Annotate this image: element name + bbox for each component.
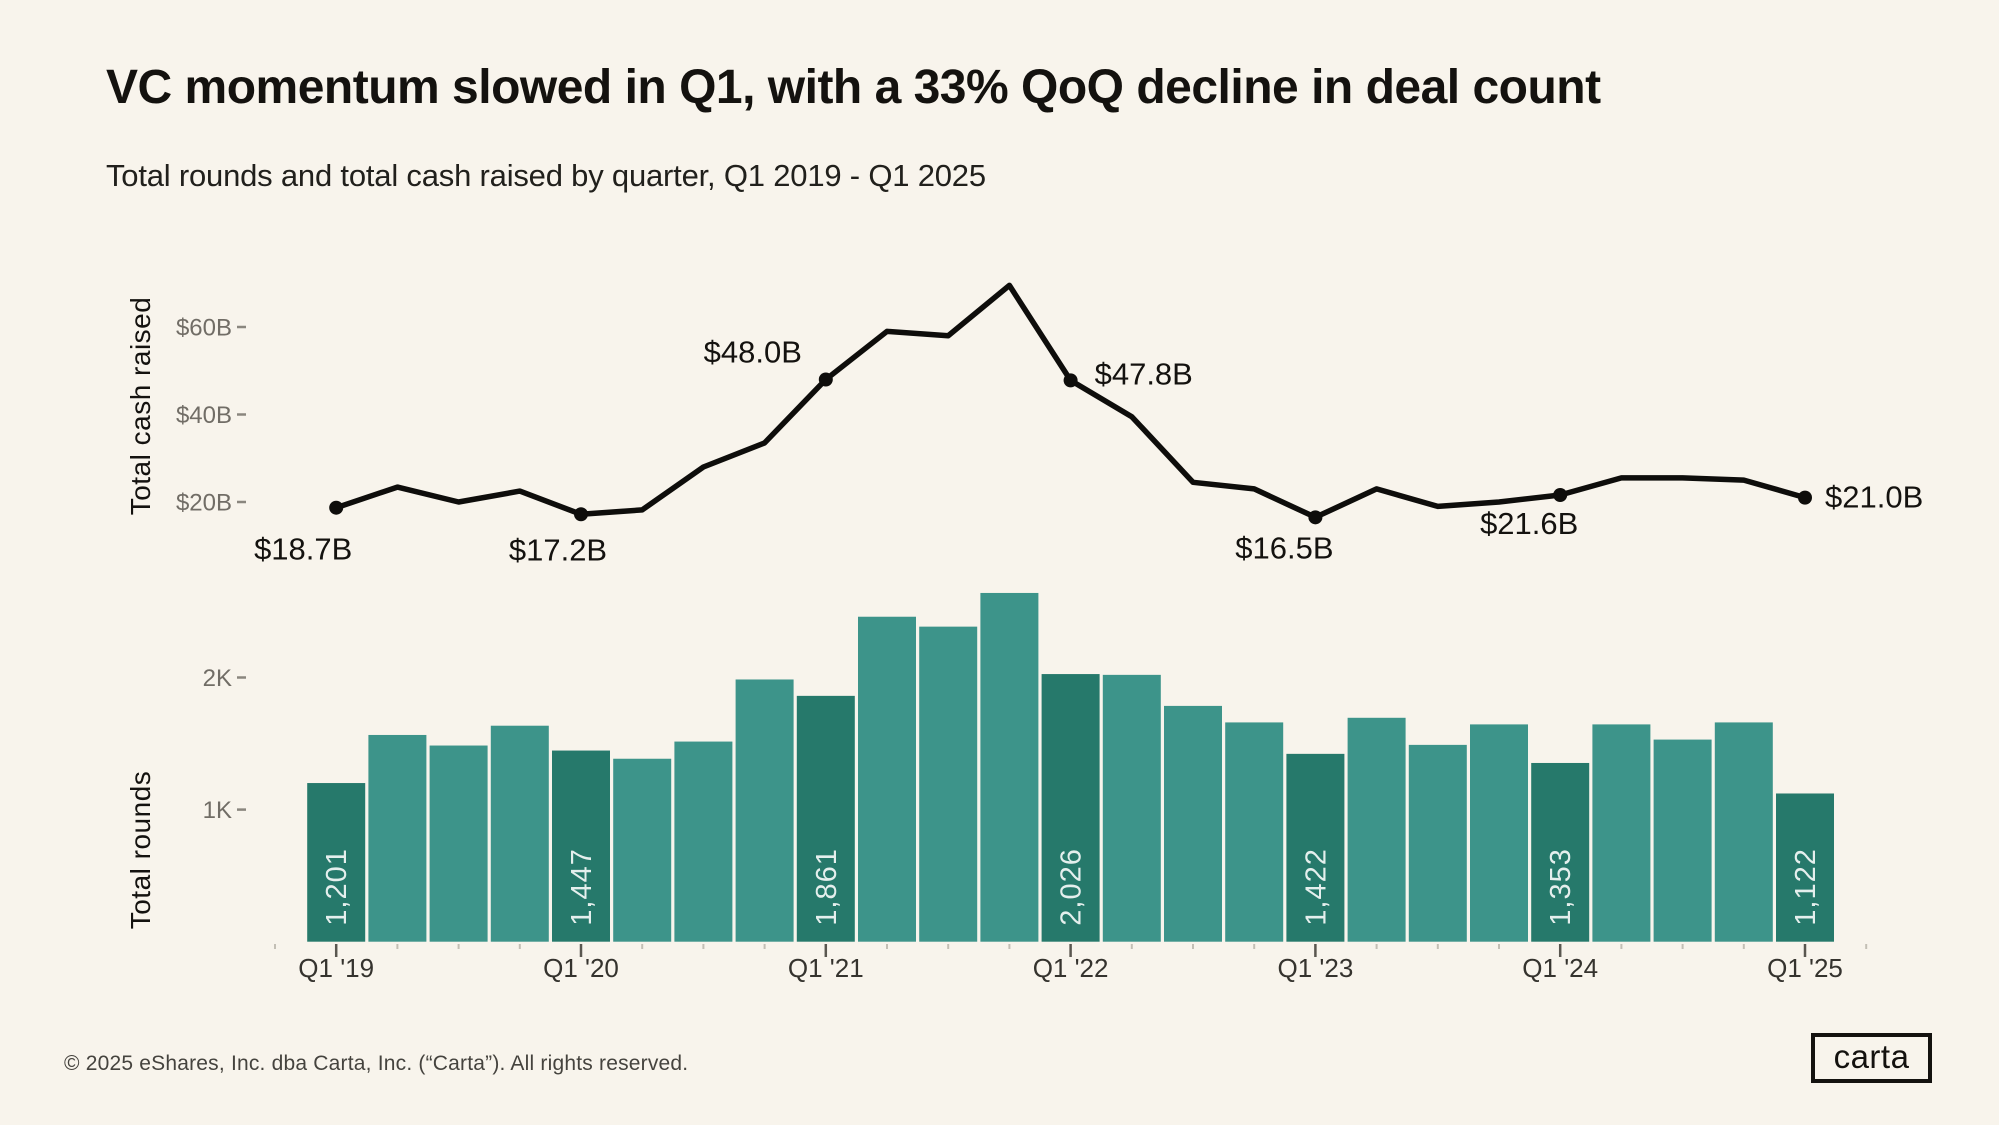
rounds-bar bbox=[674, 741, 733, 942]
carta-logo-text: carta bbox=[1833, 1038, 1910, 1075]
rounds-bar-value-label: 2,026 bbox=[1056, 848, 1088, 926]
rounds-bar bbox=[613, 758, 672, 942]
cash-point-label: $47.8B bbox=[1095, 356, 1193, 391]
cash-point-dot bbox=[1798, 490, 1812, 505]
cash-line bbox=[333, 282, 1808, 521]
rounds-bar bbox=[796, 695, 855, 942]
x-tick-label: Q1 '20 bbox=[543, 953, 619, 983]
rounds-bar bbox=[429, 745, 488, 942]
rounds-bar bbox=[1164, 705, 1222, 942]
rounds-bar bbox=[1408, 744, 1467, 942]
page-title: VC momentum slowed in Q1, with a 33% QoQ… bbox=[106, 61, 1601, 114]
rounds-bar bbox=[980, 592, 1039, 942]
cash-point-label: $18.7B bbox=[254, 532, 352, 567]
cash-point-label: $48.0B bbox=[704, 335, 802, 370]
rounds-bar bbox=[1531, 762, 1590, 942]
cash-point-dot bbox=[818, 372, 833, 387]
rounds-bar bbox=[307, 783, 366, 942]
rounds-bar-value-label: 1,422 bbox=[1300, 848, 1332, 926]
rounds-bar bbox=[368, 734, 427, 942]
rounds-bar bbox=[1714, 722, 1773, 942]
page-subtitle: Total rounds and total cash raised by qu… bbox=[106, 158, 986, 193]
cash-point-dot bbox=[1553, 488, 1568, 502]
cash-axis-title: Total cash raised bbox=[125, 297, 156, 516]
x-tick-label: Q1 '25 bbox=[1767, 953, 1843, 983]
cash-point-label: $21.0B bbox=[1825, 480, 1923, 515]
copyright-text: © 2025 eShares, Inc. dba Carta, Inc. (“C… bbox=[64, 1052, 689, 1075]
x-tick-label: Q1 '21 bbox=[788, 953, 864, 983]
rounds-bar bbox=[1347, 717, 1406, 942]
rounds-bar bbox=[735, 679, 794, 942]
rounds-bar bbox=[1041, 674, 1100, 942]
rounds-bar bbox=[1102, 674, 1161, 942]
cash-ytick-label: $20B bbox=[176, 490, 232, 517]
cash-ytick-label: $40B bbox=[176, 402, 232, 429]
rounds-bar-value-label: 1,122 bbox=[1790, 848, 1822, 926]
rounds-bar-value-label: 1,861 bbox=[811, 848, 843, 926]
x-tick-label: Q1 '22 bbox=[1033, 953, 1109, 983]
rounds-bar bbox=[1225, 722, 1284, 942]
rounds-bar-value-label: 1,353 bbox=[1545, 848, 1577, 926]
rounds-bar bbox=[858, 616, 916, 942]
rounds-bar bbox=[1653, 739, 1712, 942]
carta-logo: carta bbox=[1811, 1033, 1932, 1083]
rounds-bar bbox=[919, 626, 978, 942]
rounds-bar bbox=[552, 750, 610, 942]
rounds-ytick-label: 1K bbox=[203, 797, 232, 824]
rounds-ytick-label: 2K bbox=[203, 665, 232, 692]
rounds-bar bbox=[1470, 724, 1528, 942]
cash-point-dot bbox=[574, 507, 588, 522]
rounds-bar-value-label: 1,201 bbox=[321, 848, 353, 926]
cash-point-label: $17.2B bbox=[509, 532, 607, 567]
rounds-axis-title: Total rounds bbox=[125, 771, 156, 930]
x-tick-label: Q1 '23 bbox=[1278, 953, 1354, 983]
cash-point-label: $16.5B bbox=[1235, 530, 1333, 565]
x-tick-label: Q1 '24 bbox=[1522, 953, 1598, 983]
rounds-bar bbox=[1286, 753, 1345, 942]
rounds-bar-value-label: 1,447 bbox=[566, 848, 598, 926]
cash-ytick-label: $60B bbox=[176, 315, 232, 342]
rounds-bar bbox=[1592, 724, 1651, 942]
cash-point-dot bbox=[329, 500, 344, 515]
cash-point-dot bbox=[1308, 510, 1323, 525]
x-tick-label: Q1 '19 bbox=[298, 953, 374, 983]
cash-point-label: $21.6B bbox=[1480, 506, 1578, 541]
rounds-bar bbox=[1776, 793, 1834, 942]
rounds-bar bbox=[490, 725, 549, 942]
cash-point-dot bbox=[1063, 373, 1078, 388]
